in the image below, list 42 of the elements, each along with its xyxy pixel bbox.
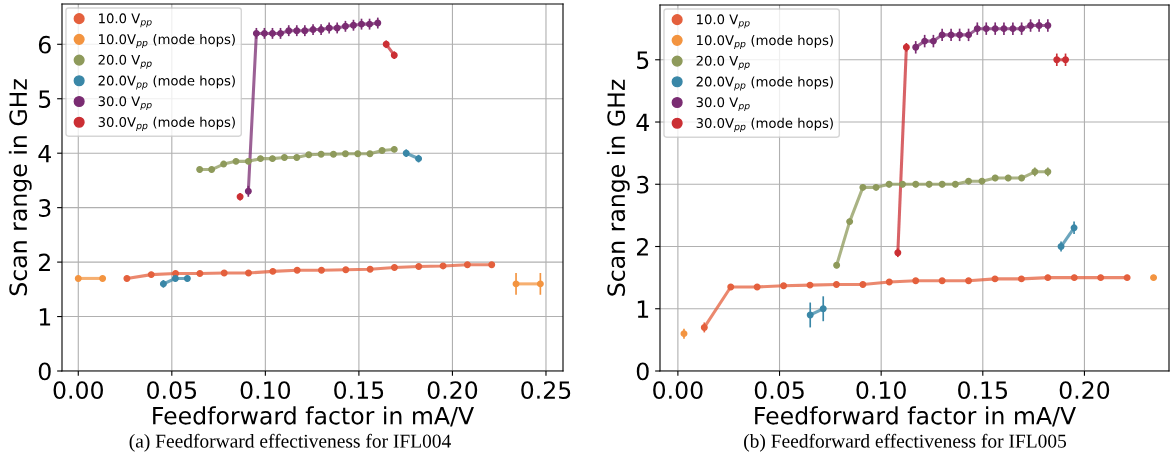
y-tick-label: 2 xyxy=(38,253,50,272)
x-tick-label: 0.15 xyxy=(334,381,384,399)
x-tick-label: 0.20 xyxy=(1059,381,1110,399)
x-axis-title: Feedforward factor in mA/V xyxy=(153,406,474,427)
x-tick-label: 0.20 xyxy=(427,381,478,399)
y-tick-label: 4 xyxy=(38,144,51,163)
y-tick-label: 0 xyxy=(636,362,649,381)
x-tick-label: 0.15 xyxy=(958,381,1008,399)
y-tick-label: 4 xyxy=(636,113,649,131)
y-tick-label: 5 xyxy=(637,51,649,70)
y-tick-label: 5 xyxy=(39,90,51,109)
x-tick-label: 0.00 xyxy=(53,381,103,399)
legend-label: 20.0V$_{pp}$ (mode hops) xyxy=(696,76,833,91)
legend-label: 20.0 V$_{pp}$ xyxy=(696,55,750,70)
x-tick-label: 0.10 xyxy=(240,381,291,399)
y-tick-label: 3 xyxy=(39,199,51,217)
legend-label: 30.0 V$_{pp}$ xyxy=(98,96,152,111)
legend-label: 10.0 V$_{pp}$ xyxy=(697,14,750,29)
y-tick-label: 3 xyxy=(637,175,649,194)
y-tick-label: 1 xyxy=(637,300,649,318)
x-tick-label: 0.00 xyxy=(653,381,703,399)
legend-label: 30.0 V$_{pp}$ xyxy=(696,97,750,112)
y-axis-title: Scan range in GHz xyxy=(606,79,630,296)
y-axis-title: Scan range in GHz xyxy=(8,79,32,296)
text: (b) Feedforward effectiveness for IFL005 xyxy=(744,433,1067,452)
legend-label: 10.0 V$_{pp}$ xyxy=(99,13,152,28)
x-tick-label: 0.05 xyxy=(754,381,804,399)
y-tick-label: 1 xyxy=(39,308,51,326)
text: (a) Feedforward effectiveness for IFL004 xyxy=(129,433,451,452)
legend-label: 30.0V$_{pp}$ (mode hops) xyxy=(696,117,833,132)
x-tick-label: 0.05 xyxy=(147,381,197,399)
y-tick-label: 2 xyxy=(636,237,648,256)
legend-label: 10.0V$_{pp}$ (mode hops) xyxy=(697,34,833,50)
x-axis-title: Feedforward factor in mA/V xyxy=(755,406,1076,427)
legend-label: 20.0 V$_{pp}$ xyxy=(98,54,152,69)
legend-label: 20.0V$_{pp}$ (mode hops) xyxy=(98,75,235,90)
y-tick-label: 6 xyxy=(38,35,51,54)
x-tick-label: 0.10 xyxy=(856,381,906,399)
x-tick-label: 0.25 xyxy=(521,381,571,399)
legend-label: 10.0V$_{pp}$ (mode hops) xyxy=(99,33,235,49)
y-tick-label: 0 xyxy=(38,362,51,381)
legend-label: 30.0V$_{pp}$ (mode hops) xyxy=(98,116,235,131)
